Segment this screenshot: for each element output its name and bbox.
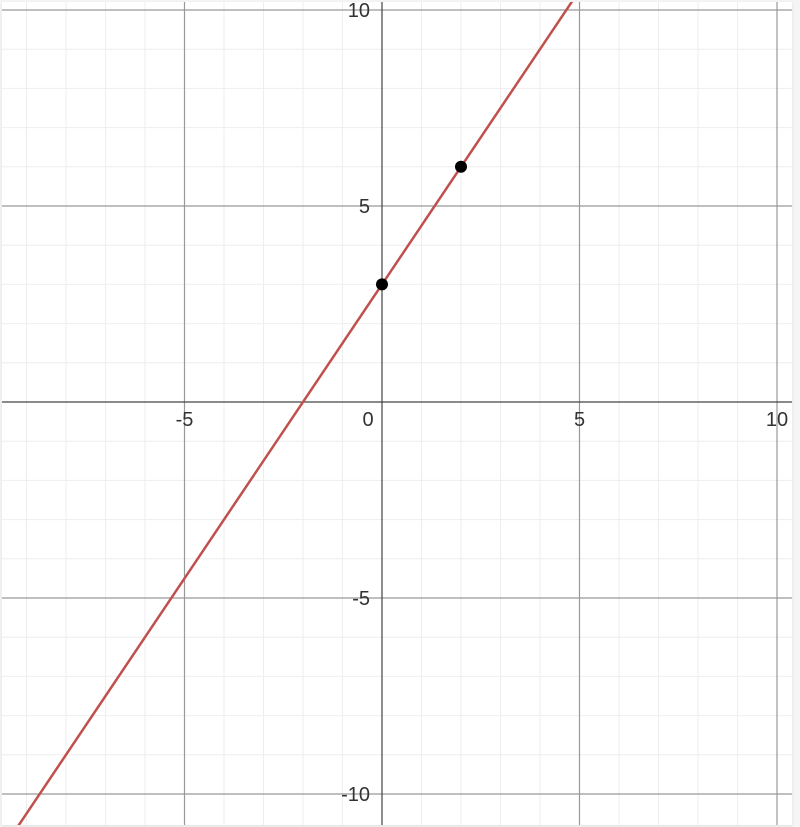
plot-point-0[interactable] <box>376 278 388 290</box>
y-tick-label: -5 <box>352 588 370 610</box>
x-tick-label: 0 <box>362 409 373 431</box>
x-tick-label: 10 <box>766 409 788 431</box>
coordinate-graph[interactable]: 0-50510105-5-10 <box>2 2 792 825</box>
chart-container: 0-50510105-5-10 <box>2 2 792 825</box>
y-tick-label: 5 <box>359 196 370 218</box>
plot-point-1[interactable] <box>455 161 467 173</box>
x-tick-label: -5 <box>176 409 194 431</box>
x-tick-label: 5 <box>574 409 585 431</box>
y-tick-label: -10 <box>341 784 370 806</box>
y-tick-label: 10 <box>348 2 370 22</box>
